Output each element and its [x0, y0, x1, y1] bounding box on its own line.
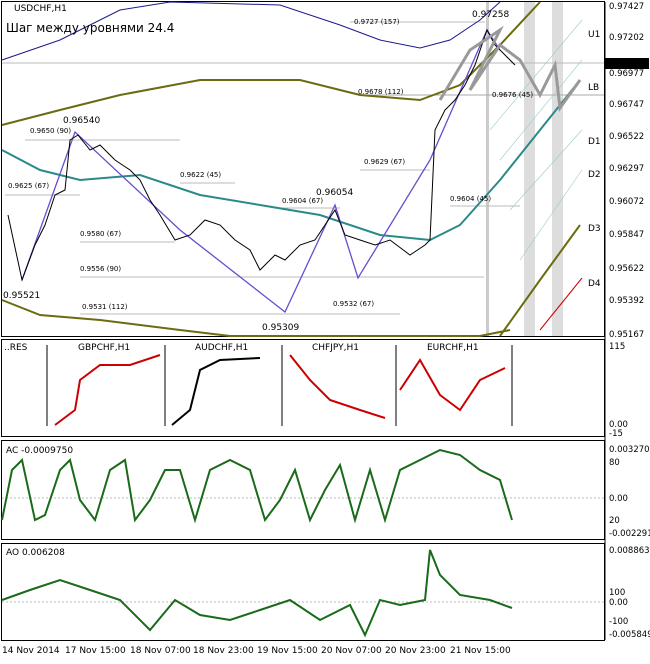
ac-axis: 80 [609, 458, 620, 468]
ao-axis: 100 [609, 588, 625, 598]
d4-line [539, 277, 583, 331]
wave-label: 0.9531 (112) [82, 303, 128, 311]
step-note: Шаг между уровнями 24.4 [6, 21, 174, 35]
time-label: 18 Nov 07:00 [130, 646, 191, 656]
time-label: 20 Nov 07:00 [321, 646, 382, 656]
price-label: 0.97427 [609, 2, 644, 12]
ac-line [1, 448, 513, 524]
pair-lines-4 [399, 358, 506, 412]
level-label: LB [588, 83, 599, 93]
extreme-label: 0.97258 [472, 10, 509, 20]
ac-title: AC -0.0009750 [6, 446, 73, 456]
level-label: D3 [588, 224, 601, 234]
zones [486, 2, 563, 336]
ao-axis: -100 [609, 617, 628, 627]
wave-label: 0.9629 (67) [364, 158, 405, 166]
time-label: 18 Nov 23:00 [193, 646, 254, 656]
level-label: D4 [588, 279, 601, 289]
level-label: D2 [588, 170, 601, 180]
pair-lines-2 [171, 357, 261, 426]
wave-label: 0.9604 (45) [450, 195, 491, 203]
price-label: 0.96072 [609, 197, 644, 207]
wave-label: 0.9676 (45) [492, 91, 533, 99]
price-label: 0.95622 [609, 264, 644, 274]
ao-axis: 0.00 [609, 598, 628, 608]
price-label: 0.96747 [609, 100, 644, 110]
price-label: 0.95167 [609, 330, 644, 340]
pair-label: CHFJPY,H1 [312, 343, 359, 353]
wave-label: 0.9625 (67) [8, 182, 49, 190]
ao-line [1, 549, 513, 638]
extreme-label: 0.95521 [3, 291, 40, 301]
price-label: 0.96297 [609, 164, 644, 174]
pair-axis: 0.00 [609, 420, 628, 430]
price-label: 0.96977 [609, 69, 644, 79]
wave-label: 0.9532 (67) [333, 300, 374, 308]
pair-axis: 115 [609, 342, 625, 352]
wave-label: 0.9580 (67) [80, 230, 121, 238]
pair-label: AUDCHF,H1 [195, 343, 248, 353]
wave-label: 0.9604 (67) [282, 197, 323, 205]
level-label: U1 [588, 30, 600, 40]
ao-axis: -0.005849 [609, 630, 650, 640]
wave-label: 0.9556 (90) [80, 265, 121, 273]
time-label: 19 Nov 15:00 [257, 646, 318, 656]
time-label: 21 Nov 15:00 [450, 646, 511, 656]
ac-axis: 0.00 [609, 494, 628, 504]
ao-title: AO 0.006208 [6, 548, 65, 558]
price-label: 0.96522 [609, 132, 644, 142]
current-price-box [605, 58, 649, 69]
extreme-label: 0.96540 [63, 116, 100, 126]
pair-axis: -15 [609, 429, 623, 439]
ac-axis: -0.002291 [609, 529, 650, 539]
extreme-label: 0.95309 [262, 323, 299, 333]
wave-label: 0.9622 (45) [180, 171, 221, 179]
pair-label: ..RES [4, 343, 28, 353]
ac-axis: 20 [609, 516, 620, 526]
time-label: 17 Nov 15:00 [65, 646, 126, 656]
price-label: 0.97028 [609, 62, 644, 72]
pair-lines-3 [289, 354, 386, 419]
d3-line [499, 224, 581, 337]
price [7, 28, 516, 282]
pair-separators [46, 345, 513, 426]
projection [438, 25, 582, 113]
mid-ma [1, 79, 581, 242]
wave-label: 0.9650 (90) [30, 127, 71, 135]
wave-label: 0.9678 (112) [358, 88, 404, 96]
labels: U1 LB D1 D2 D3 D4 USDCHF,H1 Шаг между уровнями … [2, 4, 601, 656]
lower-band [1, 299, 511, 337]
price-label: 0.95847 [609, 230, 644, 240]
pair-label: EURCHF,H1 [427, 343, 479, 353]
ac-axis: 0.003270 [609, 445, 650, 455]
time-label: 14 Nov 2014 [2, 646, 60, 656]
pair-label: GBPCHF,H1 [78, 343, 130, 353]
level-label: D1 [588, 137, 601, 147]
extreme-label: 0.96054 [316, 188, 353, 198]
wave-label: 0.9727 (157) [354, 18, 400, 26]
level-lines [2, 21, 604, 315]
fan-lines [489, 19, 583, 261]
pair-lines [54, 354, 161, 426]
zigzag [21, 28, 501, 314]
time-label: 20 Nov 23:00 [385, 646, 446, 656]
slow-ma [1, 1, 541, 126]
upper-band [1, 1, 501, 61]
price-label: 0.97202 [609, 33, 644, 43]
price-label: 0.95392 [609, 296, 644, 306]
symbol: USDCHF,H1 [14, 4, 67, 14]
ao-axis: 0.008863 [609, 546, 650, 556]
